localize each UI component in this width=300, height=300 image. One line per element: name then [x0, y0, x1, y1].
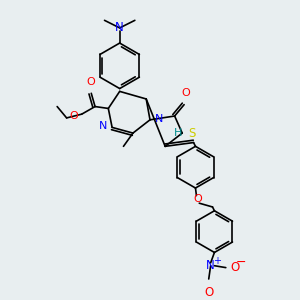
Text: O: O [230, 261, 240, 274]
Text: O: O [193, 194, 202, 204]
Text: O: O [204, 286, 213, 298]
Text: N: N [206, 259, 215, 272]
Text: N: N [99, 122, 107, 131]
Text: −: − [236, 255, 246, 268]
Text: N: N [115, 21, 124, 34]
Text: H: H [174, 128, 183, 138]
Text: O: O [86, 77, 95, 87]
Text: S: S [188, 127, 195, 140]
Text: O: O [182, 88, 190, 98]
Text: +: + [213, 256, 221, 266]
Text: O: O [69, 111, 78, 121]
Text: N: N [155, 114, 163, 124]
